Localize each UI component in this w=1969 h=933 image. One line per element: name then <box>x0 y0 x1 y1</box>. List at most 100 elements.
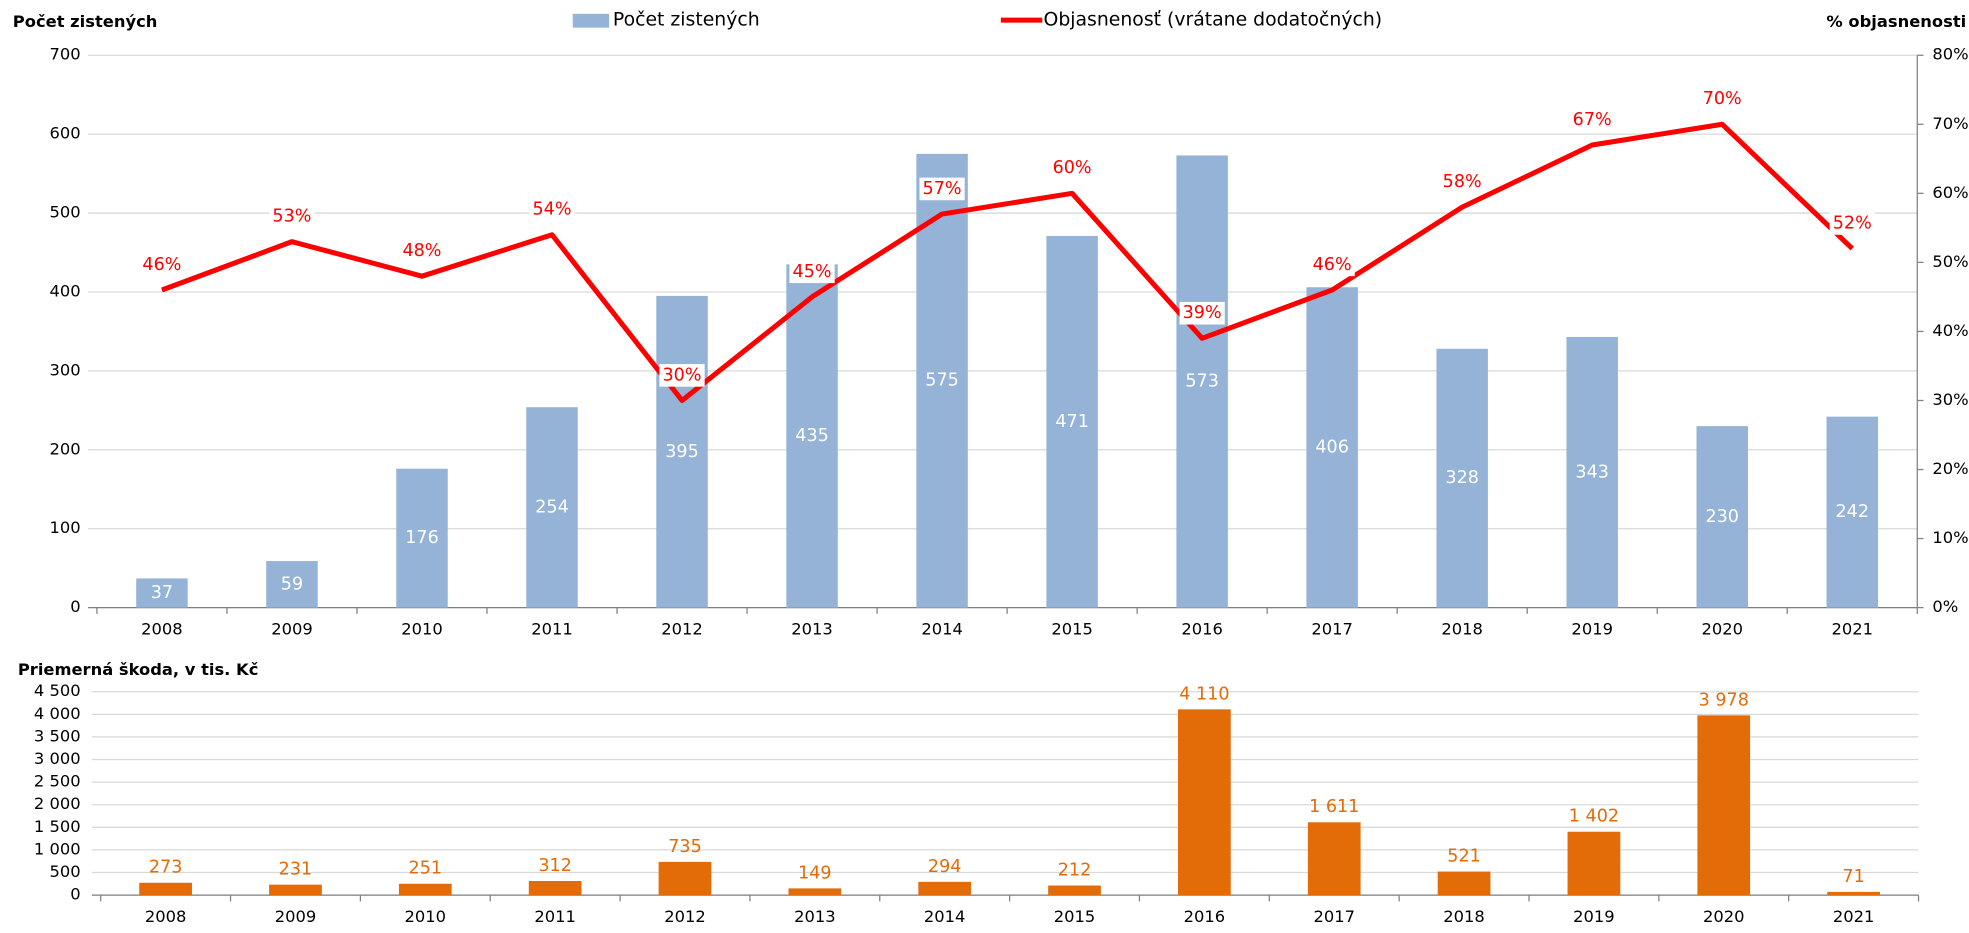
y2-tick-label: 60% <box>1932 183 1968 202</box>
bar-value-label: 471 <box>1055 412 1089 432</box>
label-bg <box>919 177 965 201</box>
x-tick-label: 2010 <box>405 907 447 926</box>
bar <box>269 884 322 896</box>
line-value-label: 52% <box>1833 213 1872 233</box>
y-axis-title: Priemerná škoda, v tis. Kč <box>18 660 259 679</box>
x-tick-label: 2010 <box>401 620 443 639</box>
y2-tick-label: 40% <box>1932 321 1968 340</box>
y-tick-label: 4 500 <box>34 681 81 700</box>
bar-value-label: 435 <box>795 426 829 446</box>
legend-swatch <box>572 13 610 28</box>
bar <box>396 468 448 608</box>
bar <box>1696 426 1748 608</box>
bar <box>136 578 188 608</box>
bar <box>786 264 838 608</box>
line-series <box>161 121 1854 403</box>
bar <box>1437 871 1491 896</box>
x-tick-label: 2019 <box>1571 620 1613 639</box>
y2-axis-title: % objasnenosti <box>1826 12 1966 31</box>
x-tick-label: 2021 <box>1831 620 1873 639</box>
y-axis-title: Počet zistených <box>13 12 158 31</box>
y-tick-label: 500 <box>49 203 80 222</box>
bar-value-label: 343 <box>1575 462 1609 482</box>
line-value-label: 46% <box>1313 255 1352 275</box>
label-bg <box>1179 301 1225 325</box>
bar <box>656 295 708 608</box>
y-tick-label: 2 500 <box>34 772 81 791</box>
bar <box>1046 235 1098 608</box>
bar <box>1178 709 1231 896</box>
bar-value-label: 406 <box>1315 437 1349 457</box>
bar-value-label: 735 <box>668 837 702 857</box>
bar-value-label: 1 611 <box>1309 797 1359 817</box>
label-bg <box>1309 253 1355 277</box>
bar-value-label: 230 <box>1705 507 1739 527</box>
line-value-label: 48% <box>402 241 441 261</box>
bar <box>916 153 968 608</box>
bar-value-label: 59 <box>281 574 303 594</box>
y2-tick-label: 30% <box>1932 390 1968 409</box>
bar <box>918 881 972 896</box>
bar <box>528 881 582 896</box>
x-tick-label: 2020 <box>1703 907 1745 926</box>
bar <box>1176 155 1228 608</box>
bar <box>526 407 578 608</box>
bar-value-label: 176 <box>405 528 439 548</box>
line-value-label: 70% <box>1703 89 1742 109</box>
bar <box>1436 348 1488 608</box>
x-tick-label: 2017 <box>1311 620 1353 639</box>
x-tick-label: 2011 <box>534 907 576 926</box>
bar-value-label: 231 <box>279 860 313 880</box>
x-tick-label: 2016 <box>1184 907 1226 926</box>
bar-value-label: 312 <box>538 856 572 876</box>
line-value-label: 45% <box>793 262 832 282</box>
x-tick-label: 2011 <box>531 620 573 639</box>
bar-value-label: 273 <box>149 858 183 878</box>
x-tick-label: 2014 <box>921 620 963 639</box>
y-tick-label: 1 000 <box>34 839 81 858</box>
bar <box>139 882 192 896</box>
legend-label: Objasnenosť (vrátane dodatočných) <box>1044 10 1383 31</box>
bar <box>1307 822 1361 896</box>
x-tick-label: 2009 <box>271 620 313 639</box>
x-tick-label: 2020 <box>1701 620 1743 639</box>
bar <box>788 888 842 896</box>
y-tick-label: 400 <box>49 281 80 300</box>
bar <box>1566 336 1618 608</box>
bar <box>1826 416 1878 608</box>
y2-tick-label: 10% <box>1932 528 1968 547</box>
x-tick-label: 2018 <box>1443 907 1485 926</box>
y2-tick-label: 80% <box>1932 45 1968 64</box>
bar-value-label: 1 402 <box>1569 807 1619 827</box>
label-bg <box>139 253 185 277</box>
bar-value-label: 212 <box>1058 860 1092 880</box>
bar-value-label: 294 <box>928 857 962 877</box>
x-tick-label: 2013 <box>794 907 836 926</box>
line-value-label: 39% <box>1183 303 1222 323</box>
bar-value-label: 395 <box>665 442 699 462</box>
line-value-label: 58% <box>1443 172 1482 192</box>
y2-tick-label: 0% <box>1932 597 1958 616</box>
label-bg <box>789 260 835 284</box>
x-tick-label: 2017 <box>1313 907 1355 926</box>
bar <box>1048 885 1101 896</box>
bar <box>266 561 318 608</box>
bar-value-label: 149 <box>798 863 832 883</box>
x-tick-label: 2008 <box>145 907 187 926</box>
x-tick-label: 2021 <box>1833 907 1875 926</box>
bar-value-label: 251 <box>409 859 443 879</box>
x-tick-label: 2016 <box>1181 620 1223 639</box>
line-value-label: 60% <box>1053 158 1092 178</box>
line-value-label: 30% <box>663 365 702 385</box>
x-tick-label: 2014 <box>924 907 966 926</box>
x-tick-label: 2012 <box>661 620 703 639</box>
bar-value-label: 37 <box>151 583 173 603</box>
x-tick-label: 2015 <box>1054 907 1096 926</box>
y-tick-label: 700 <box>49 45 80 64</box>
bar-value-label: 71 <box>1842 867 1864 887</box>
y2-tick-label: 50% <box>1932 252 1968 271</box>
line-value-label: 57% <box>923 179 962 199</box>
y-tick-label: 600 <box>49 124 80 143</box>
y2-tick-label: 20% <box>1932 459 1968 478</box>
bar <box>398 883 452 896</box>
